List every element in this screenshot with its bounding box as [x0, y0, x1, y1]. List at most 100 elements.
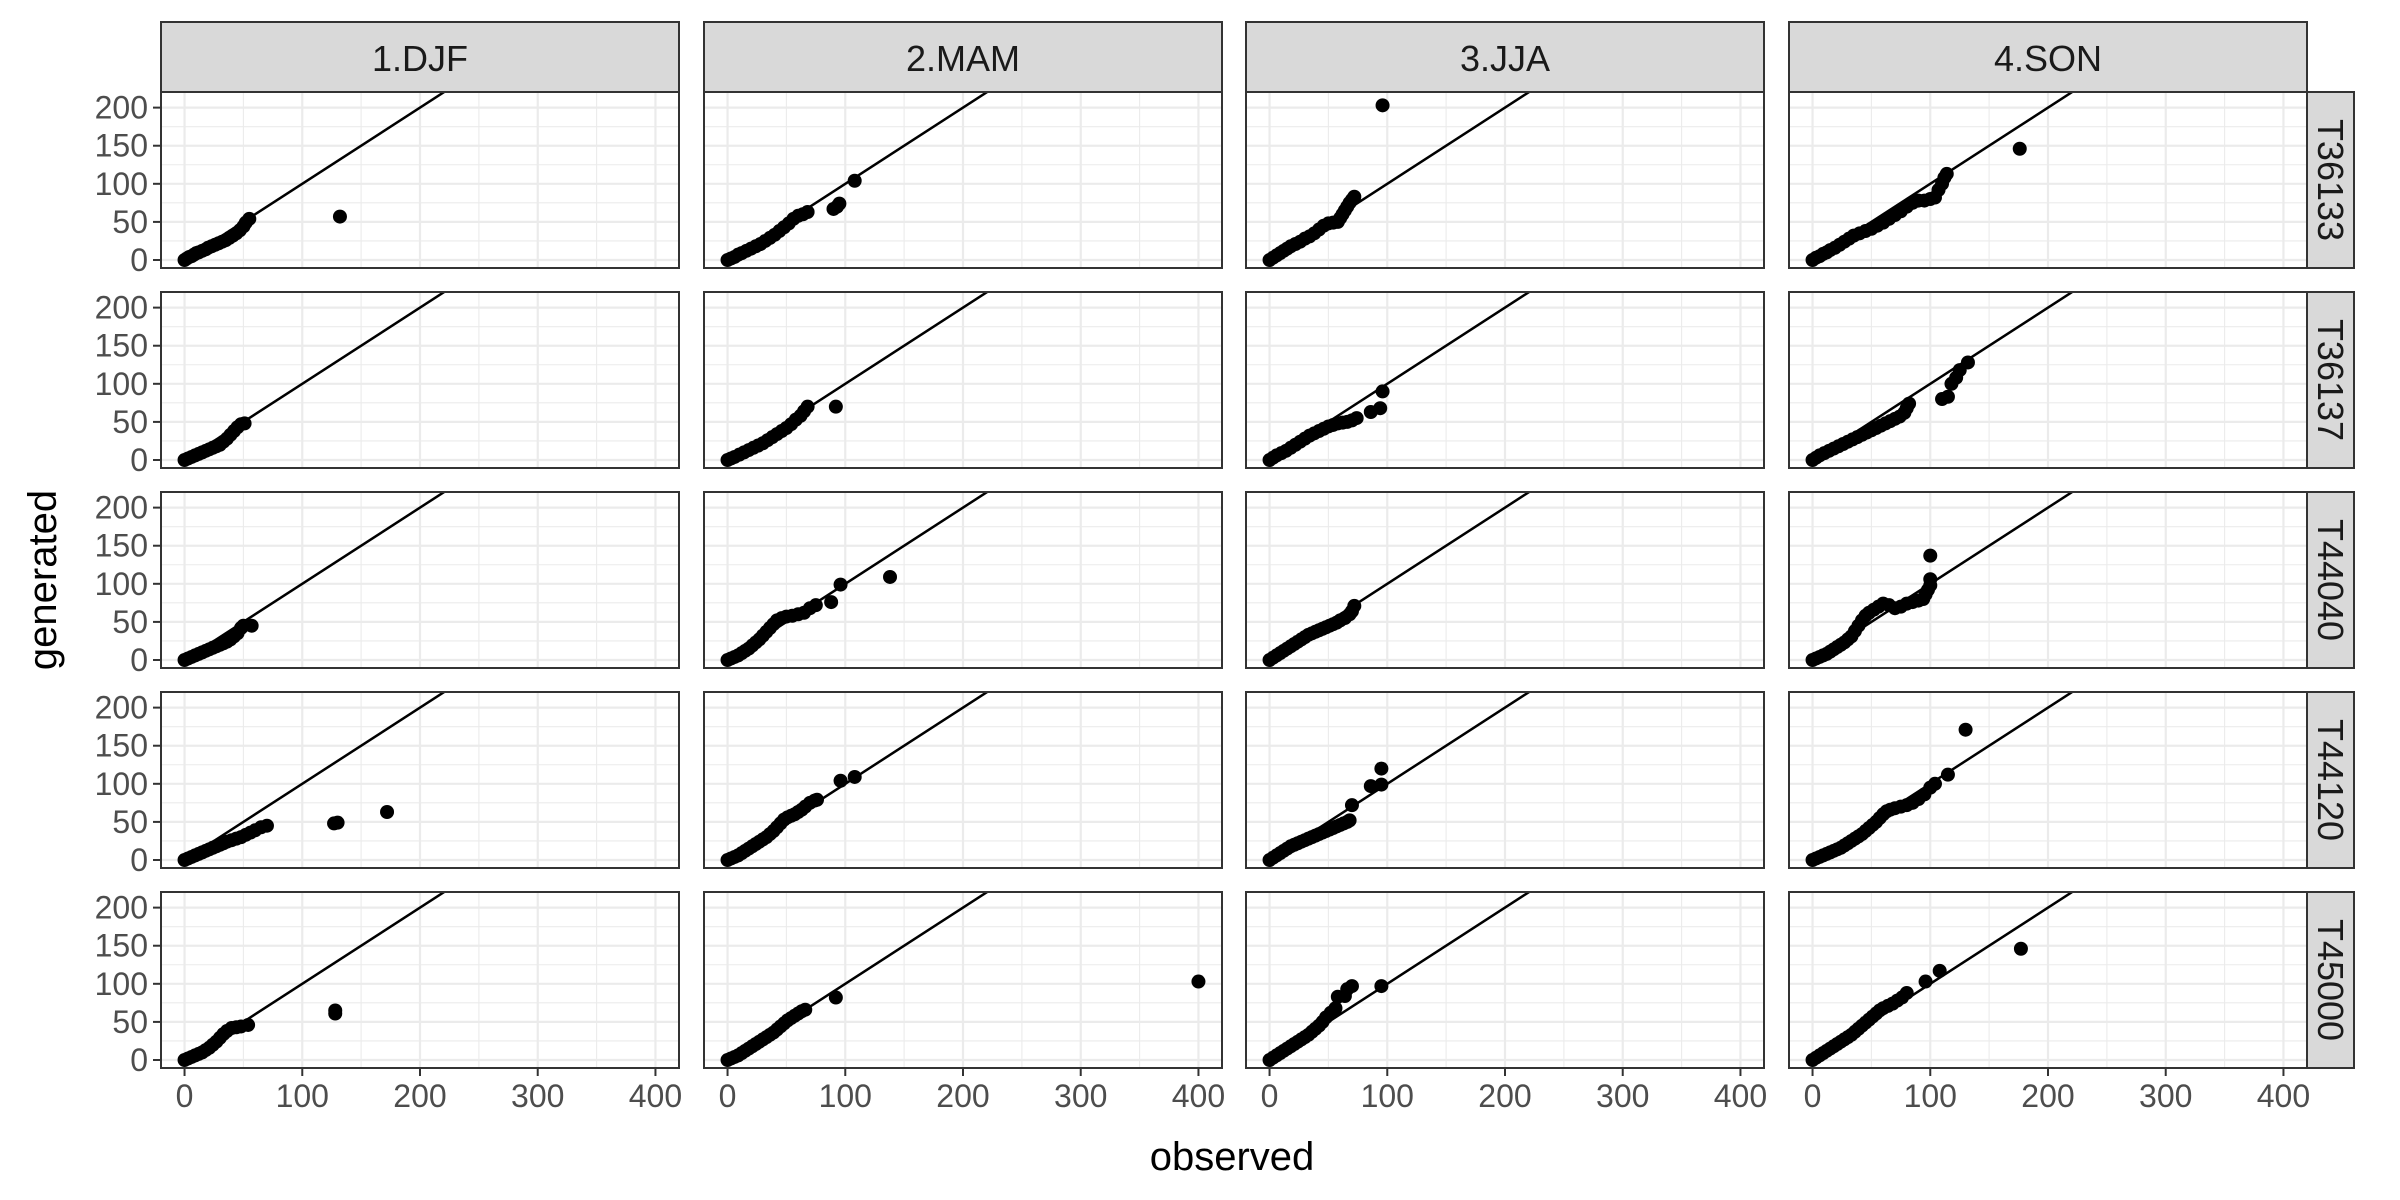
data-point [1349, 411, 1364, 426]
row-strip-label: T44040 [2310, 519, 2351, 641]
data-point [828, 990, 843, 1005]
data-point [1375, 98, 1390, 113]
x-tick-label: 0 [719, 1078, 737, 1114]
data-point [1940, 767, 1955, 782]
data-point [833, 773, 848, 788]
panel-data-3.JJA-T45000 [1262, 892, 1532, 1067]
row-strip-label: T36133 [2310, 119, 2351, 241]
y-tick-label: 150 [95, 128, 148, 164]
panel-border [160, 691, 680, 869]
panel-data-3.JJA-T36133 [1262, 92, 1532, 267]
y-tick-label: 150 [95, 328, 148, 364]
y-tick-label: 100 [95, 566, 148, 602]
identity-reference-line [183, 492, 447, 662]
panel-border [160, 91, 680, 269]
x-tick-label: 400 [2257, 1078, 2310, 1114]
column-strip-label: 4.SON [1994, 38, 2102, 79]
row-strip [2306, 491, 2355, 669]
data-point [328, 1003, 343, 1018]
panel-data-2.MAM-T44040 [720, 492, 990, 667]
y-tick-label: 100 [95, 166, 148, 202]
x-tick-label: 400 [629, 1078, 682, 1114]
data-point [1374, 777, 1389, 792]
data-point [798, 1002, 813, 1017]
panel-data-2.MAM-T36137 [720, 292, 990, 467]
x-tick-label: 0 [1804, 1078, 1822, 1114]
x-tick-label: 400 [1172, 1078, 1225, 1114]
y-tick-label: 200 [95, 90, 148, 126]
panel-border [1788, 891, 2308, 1069]
x-tick-label: 100 [276, 1078, 329, 1114]
data-point [330, 815, 345, 830]
panel-data-2.MAM-T45000 [720, 892, 1206, 1067]
panel-border [1788, 291, 2308, 469]
x-tick-label: 0 [176, 1078, 194, 1114]
panel-data-4.SON-T45000 [1805, 892, 2075, 1067]
panel-border [1245, 91, 1765, 269]
data-point [259, 818, 274, 833]
data-point [1923, 572, 1938, 587]
data-point [2013, 941, 2028, 956]
panel-data-3.JJA-T44120 [1262, 692, 1532, 867]
y-tick-label: 200 [95, 690, 148, 726]
data-point [824, 595, 839, 610]
data-point [833, 577, 848, 592]
y-tick-label: 50 [112, 204, 148, 240]
column-strip [1788, 21, 2308, 93]
data-point [1960, 355, 1975, 370]
x-tick-label: 200 [936, 1078, 989, 1114]
data-layer [160, 91, 2308, 1069]
panel-border [703, 891, 1223, 1069]
x-tick-label: 100 [1361, 1078, 1414, 1114]
data-point [1347, 189, 1362, 204]
data-point [1344, 798, 1359, 813]
x-tick-label: 200 [2021, 1078, 2074, 1114]
y-tick-label: 200 [95, 890, 148, 926]
data-point [800, 205, 815, 219]
y-tick-label: 0 [130, 842, 148, 878]
panel-border [703, 291, 1223, 469]
panel-data-3.JJA-T36137 [1262, 292, 1532, 467]
x-tick-label: 100 [1904, 1078, 1957, 1114]
y-tick-label: 150 [95, 528, 148, 564]
row-strip [2306, 91, 2355, 269]
panel-data-4.SON-T44120 [1805, 692, 2075, 867]
x-tick-label: 100 [819, 1078, 872, 1114]
panel-data-1.DJF-T45000 [177, 892, 447, 1067]
x-tick-label: 0 [1261, 1078, 1279, 1114]
data-point [1328, 1001, 1343, 1016]
data-point [1344, 979, 1359, 994]
panel-data-1.DJF-T44040 [177, 492, 447, 667]
panel-data-1.DJF-T44120 [177, 692, 447, 867]
data-point [847, 173, 862, 188]
y-tick-label: 50 [112, 604, 148, 640]
identity-reference-line [183, 692, 447, 862]
data-point [242, 211, 257, 226]
data-point [1932, 963, 1947, 978]
grid-layer [161, 92, 2307, 1068]
row-strip [2306, 691, 2355, 869]
x-tick-label: 400 [1714, 1078, 1767, 1114]
x-tick-label: 300 [511, 1078, 564, 1114]
data-point [1191, 974, 1206, 989]
panel-border [1245, 691, 1765, 869]
data-point [1363, 779, 1378, 794]
y-tick-label: 200 [95, 290, 148, 326]
panel-border [160, 891, 680, 1069]
data-point [810, 792, 825, 807]
y-tick-label: 0 [130, 642, 148, 678]
panel-border [160, 491, 680, 669]
data-point [1374, 979, 1389, 994]
data-point [1375, 384, 1390, 399]
row-strip-label: T36137 [2310, 319, 2351, 441]
panel-data-1.DJF-T36133 [177, 92, 447, 267]
data-point [1902, 396, 1917, 411]
y-tick-label: 0 [130, 242, 148, 278]
y-tick-label: 150 [95, 928, 148, 964]
axis-layer: 0501001502000501001502000501001502000501… [95, 90, 2311, 1114]
panel-data-4.SON-T36133 [1805, 92, 2075, 267]
column-strip-label: 3.JJA [1460, 38, 1550, 79]
panel-border [1245, 291, 1765, 469]
panel-data-2.MAM-T44120 [720, 692, 990, 867]
data-point [244, 618, 259, 633]
